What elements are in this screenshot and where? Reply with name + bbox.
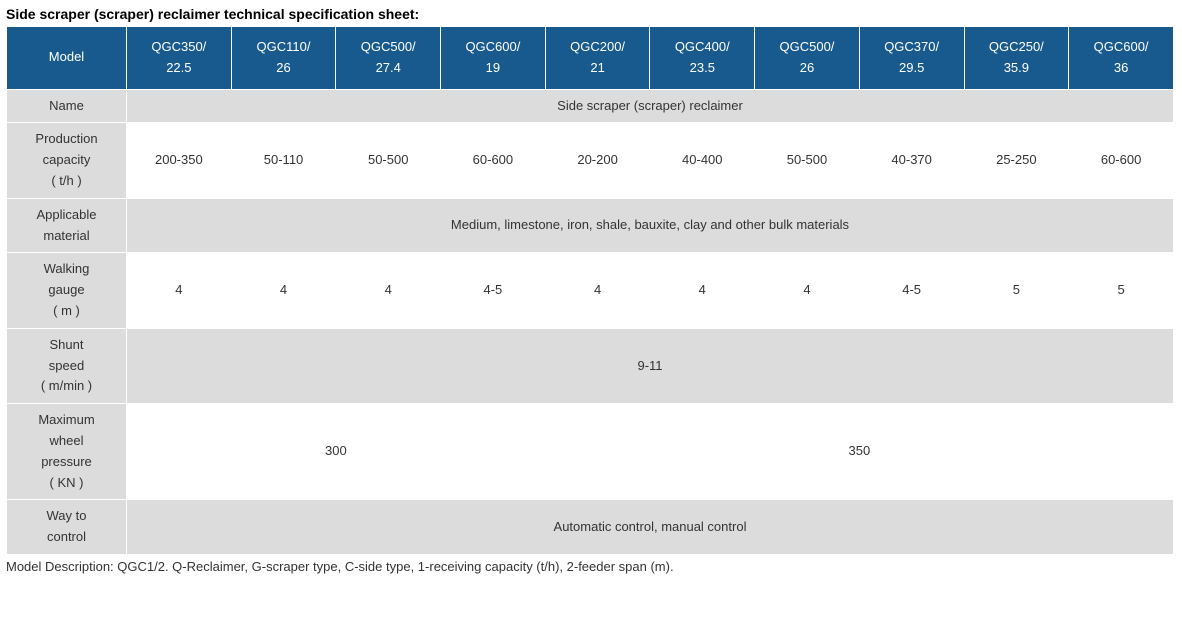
pressure-group2: 350 [545,404,1173,500]
model-9: QGC600/36 [1069,27,1174,90]
gauge-9: 5 [1069,253,1174,328]
model-3: QGC600/19 [441,27,546,90]
label-name: Name [7,89,127,123]
row-pressure: Maximum wheel pressure ( KN ) 300 350 [7,404,1174,500]
cap-0: 200-350 [127,123,232,198]
pressure-group1: 300 [127,404,546,500]
label-capacity: Production capacity ( t/h ) [7,123,127,198]
spec-table: Model QGC350/22.5 QGC110/26 QGC500/27.4 … [6,26,1174,555]
gauge-6: 4 [755,253,860,328]
model-1: QGC110/26 [231,27,336,90]
row-control: Way to control Automatic control, manual… [7,500,1174,555]
cap-2: 50-500 [336,123,441,198]
label-control: Way to control [7,500,127,555]
value-material: Medium, limestone, iron, shale, bauxite,… [127,198,1174,253]
cap-9: 60-600 [1069,123,1174,198]
model-8: QGC250/35.9 [964,27,1069,90]
gauge-8: 5 [964,253,1069,328]
label-material: Applicable material [7,198,127,253]
gauge-2: 4 [336,253,441,328]
model-0: QGC350/22.5 [127,27,232,90]
row-shunt: Shunt speed ( m/min ) 9-11 [7,328,1174,403]
model-7: QGC370/29.5 [859,27,964,90]
value-control: Automatic control, manual control [127,500,1174,555]
row-name: Name Side scraper (scraper) reclaimer [7,89,1174,123]
model-4: QGC200/21 [545,27,650,90]
gauge-3: 4-5 [441,253,546,328]
cap-3: 60-600 [441,123,546,198]
cap-5: 40-400 [650,123,755,198]
cap-8: 25-250 [964,123,1069,198]
sheet-title: Side scraper (scraper) reclaimer technic… [6,6,1176,22]
cap-6: 50-500 [755,123,860,198]
cap-4: 20-200 [545,123,650,198]
row-capacity: Production capacity ( t/h ) 200-350 50-1… [7,123,1174,198]
gauge-5: 4 [650,253,755,328]
gauge-1: 4 [231,253,336,328]
gauge-7: 4-5 [859,253,964,328]
footnote: Model Description: QGC1/2. Q-Reclaimer, … [6,559,1176,574]
header-label: Model [7,27,127,90]
label-shunt: Shunt speed ( m/min ) [7,328,127,403]
model-5: QGC400/23.5 [650,27,755,90]
cap-1: 50-110 [231,123,336,198]
model-2: QGC500/27.4 [336,27,441,90]
value-shunt: 9-11 [127,328,1174,403]
row-material: Applicable material Medium, limestone, i… [7,198,1174,253]
label-pressure: Maximum wheel pressure ( KN ) [7,404,127,500]
value-name: Side scraper (scraper) reclaimer [127,89,1174,123]
header-row: Model QGC350/22.5 QGC110/26 QGC500/27.4 … [7,27,1174,90]
label-gauge: Walking gauge ( m ) [7,253,127,328]
row-gauge: Walking gauge ( m ) 4 4 4 4-5 4 4 4 4-5 … [7,253,1174,328]
cap-7: 40-370 [859,123,964,198]
model-6: QGC500/26 [755,27,860,90]
gauge-0: 4 [127,253,232,328]
gauge-4: 4 [545,253,650,328]
